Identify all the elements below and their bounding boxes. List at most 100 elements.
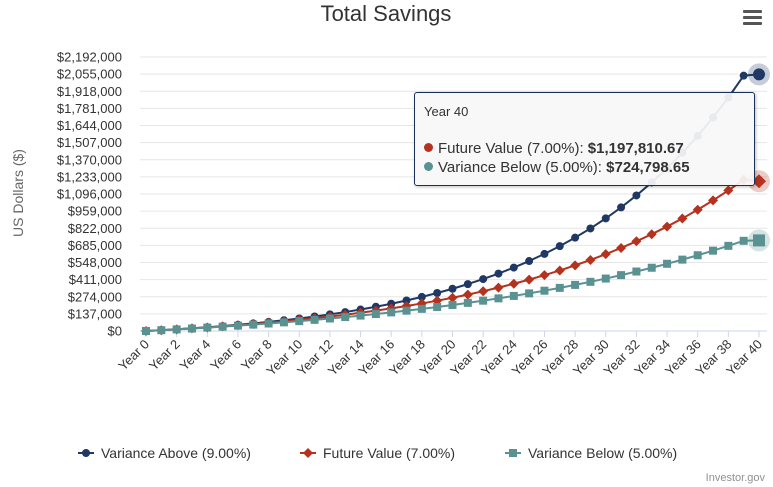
data-point[interactable] xyxy=(356,311,365,320)
data-point[interactable] xyxy=(693,251,702,260)
data-point[interactable] xyxy=(585,254,596,265)
data-point[interactable] xyxy=(678,255,687,264)
data-point[interactable] xyxy=(310,315,319,324)
data-point[interactable] xyxy=(709,246,718,255)
data-point[interactable] xyxy=(555,242,564,251)
data-point[interactable] xyxy=(187,324,196,333)
menu-icon xyxy=(743,10,762,13)
data-point[interactable] xyxy=(555,283,564,292)
data-point[interactable] xyxy=(723,185,734,196)
data-point[interactable] xyxy=(539,270,550,281)
data-point[interactable] xyxy=(417,292,426,301)
data-point[interactable] xyxy=(631,236,642,247)
data-point[interactable] xyxy=(739,236,748,245)
data-point[interactable] xyxy=(218,322,227,331)
data-point[interactable] xyxy=(402,306,411,315)
data-point[interactable] xyxy=(249,320,258,329)
legend-symbol-icon[interactable] xyxy=(82,449,90,457)
legend[interactable]: Variance Above (9.00%) Future Value (7.00… xyxy=(78,445,677,461)
data-point[interactable] xyxy=(601,274,610,283)
credits-link[interactable]: Investor.gov xyxy=(705,472,765,484)
data-point[interactable] xyxy=(203,323,212,332)
y-tick-label: $1,644,000 xyxy=(57,118,122,133)
legend-item[interactable]: Variance Above (9.00%) xyxy=(78,445,251,461)
data-point[interactable] xyxy=(616,242,627,253)
data-point[interactable] xyxy=(508,278,519,289)
data-point[interactable] xyxy=(402,296,411,305)
data-point[interactable] xyxy=(509,291,518,300)
data-point[interactable] xyxy=(586,277,595,286)
data-point[interactable] xyxy=(601,214,610,223)
data-point[interactable] xyxy=(739,71,748,80)
data-point[interactable] xyxy=(493,282,504,293)
data-point[interactable] xyxy=(295,317,304,326)
data-point[interactable] xyxy=(233,321,242,330)
data-point[interactable] xyxy=(525,257,534,266)
data-point[interactable] xyxy=(632,267,641,276)
data-point[interactable] xyxy=(571,233,580,242)
data-point[interactable] xyxy=(172,325,181,334)
data-point[interactable] xyxy=(387,308,396,317)
tooltip-header: Year 40 xyxy=(424,104,469,119)
data-point[interactable] xyxy=(264,319,273,328)
legend-label[interactable]: Future Value (7.00%) xyxy=(323,445,455,461)
y-axis-title: US Dollars ($) xyxy=(10,149,26,237)
data-point-hover[interactable] xyxy=(753,234,765,247)
data-point[interactable] xyxy=(540,249,549,258)
data-point[interactable] xyxy=(448,284,457,293)
data-point[interactable] xyxy=(540,286,549,295)
legend-label[interactable]: Variance Below (5.00%) xyxy=(528,445,677,461)
data-point[interactable] xyxy=(494,294,503,303)
data-point-hover[interactable] xyxy=(753,68,765,81)
menu-icon-bar xyxy=(743,22,762,25)
data-point[interactable] xyxy=(462,289,473,300)
data-point[interactable] xyxy=(142,327,150,335)
data-point[interactable] xyxy=(617,271,626,280)
data-point[interactable] xyxy=(433,289,442,297)
legend-symbol-icon[interactable] xyxy=(303,448,313,458)
data-point[interactable] xyxy=(525,289,534,298)
data-point[interactable] xyxy=(586,224,595,233)
data-point[interactable] xyxy=(647,263,656,272)
legend-item[interactable]: Future Value (7.00%) xyxy=(300,445,455,461)
data-point[interactable] xyxy=(662,221,673,232)
chart-menu-button[interactable] xyxy=(742,8,764,28)
data-point[interactable] xyxy=(724,241,733,250)
data-point[interactable] xyxy=(708,195,719,206)
data-point[interactable] xyxy=(479,296,488,305)
data-point[interactable] xyxy=(157,326,166,335)
data-point[interactable] xyxy=(617,203,626,212)
series-2[interactable] xyxy=(142,229,770,335)
data-point[interactable] xyxy=(509,263,518,272)
legend-label[interactable]: Variance Above (9.00%) xyxy=(101,445,251,461)
data-point[interactable] xyxy=(417,304,426,313)
data-point[interactable] xyxy=(632,191,641,200)
data-point[interactable] xyxy=(554,265,565,276)
data-point[interactable] xyxy=(692,204,703,215)
data-point[interactable] xyxy=(479,275,488,284)
data-point[interactable] xyxy=(570,260,581,271)
data-point[interactable] xyxy=(463,280,472,289)
data-point[interactable] xyxy=(571,280,580,289)
data-point[interactable] xyxy=(478,286,489,297)
data-point-hover[interactable] xyxy=(752,174,766,189)
data-point[interactable] xyxy=(494,269,503,278)
data-point[interactable] xyxy=(448,300,457,309)
legend-symbol-icon[interactable] xyxy=(509,449,517,457)
data-point[interactable] xyxy=(279,318,288,327)
data-point[interactable] xyxy=(677,213,688,224)
tooltip-marker-icon xyxy=(424,162,433,171)
series-1[interactable] xyxy=(141,170,770,336)
data-point[interactable] xyxy=(447,292,458,303)
data-point[interactable] xyxy=(325,314,334,323)
data-point[interactable] xyxy=(524,274,535,285)
data-point[interactable] xyxy=(463,298,472,307)
data-point[interactable] xyxy=(433,302,442,311)
data-point[interactable] xyxy=(371,310,380,319)
data-point[interactable] xyxy=(663,259,672,268)
legend-item[interactable]: Variance Below (5.00%) xyxy=(505,445,677,461)
data-point[interactable] xyxy=(600,249,611,260)
data-point[interactable] xyxy=(341,313,350,322)
data-point[interactable] xyxy=(646,229,657,240)
y-axis-labels: $0 $137,000 $274,000 $411,000 $548,000 $685,0… xyxy=(57,50,122,339)
